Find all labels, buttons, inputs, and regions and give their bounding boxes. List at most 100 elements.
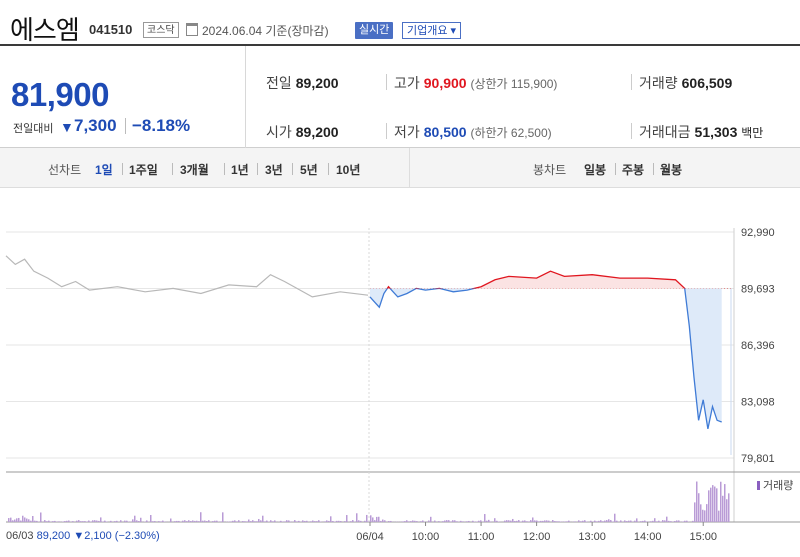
tab-candle-weekly[interactable]: 주봉 [622,163,645,177]
volume-bar [264,521,266,522]
y-tick-label: 79,801 [741,453,775,465]
quote-panel: 81,900 전일대비 ▼ 7,300 −8.18% 전일 89,200 고가 90… [0,44,800,148]
chart-tabs: 선차트 1일 1주일 3개월 1년 3년 5년 10년 봉차트 일봉 주봉 월봉 [0,148,800,188]
volume-bar [190,521,192,522]
volume-bar [158,521,160,522]
tab-period-3y[interactable]: 3년 [265,163,283,177]
open-value: 89,200 [295,124,339,140]
volume-bar [88,520,90,522]
volume-bar [146,520,148,522]
volume-bar [716,488,718,522]
volume-bar [720,481,722,522]
volume-bar [478,520,480,522]
volume-bar [522,520,524,522]
volume-bar [504,520,506,522]
volume-bar [568,520,570,522]
tab-period-10y[interactable]: 10년 [336,163,361,177]
volume-bar [266,520,268,522]
volume-bar [290,521,292,522]
volume-bar [256,521,258,522]
volume-bar [124,520,126,522]
y-axis: 92,990 89,693 86,396 83,098 79,801 [741,227,775,465]
volume-bar [608,519,610,522]
volume-bar [650,521,652,522]
volume-bar [44,520,46,522]
tab-period-1w[interactable]: 1주일 [129,163,158,177]
volume-bar [314,521,316,522]
volume-bar [328,520,330,522]
volume-legend-label: 거래량 [763,479,793,492]
volume-bar [548,520,550,522]
volume-bar [710,487,712,522]
volume-bar [388,521,390,522]
x-axis: 06/04 10:00 11:00 12:00 13:00 14:00 15:00 [356,522,717,543]
volume-bar [238,520,240,522]
volume-bar [538,521,540,522]
change-value: 7,300 [74,116,117,135]
volume-bar [566,521,568,522]
date-text: 2024.06.04 기준(장마감) [202,24,329,38]
volume-bar [206,520,208,522]
volume-bar [712,485,714,522]
volume-bar [14,519,16,522]
divider [328,163,329,175]
volume-bar [444,520,446,522]
volume-bar [96,520,98,522]
volume-bar [722,495,724,522]
tab-period-1d[interactable]: 1일 [95,163,113,177]
company-overview-dropdown[interactable]: 기업개요 ▾ [402,22,462,39]
divider [615,163,616,175]
volume-bar [220,521,222,522]
volume-bar [556,521,558,522]
volume-bar [450,521,452,522]
volume-bar [110,520,112,522]
volume-bar [64,521,66,522]
volume-bar [170,518,172,522]
series-prev-day-line [5,255,369,298]
high-cell: 고가 90,900 (상한가 115,900) [394,73,557,93]
volume-bar [72,521,74,522]
tab-period-5y[interactable]: 5년 [300,163,318,177]
price-chart[interactable]: 92,990 89,693 86,396 83,098 79,801 06/04 10:0… [0,190,800,557]
volume-bar [244,521,246,522]
volume-bar [726,499,728,522]
volume-bar [324,521,326,522]
realtime-button[interactable]: 실시간 [355,22,394,39]
volume-bar [368,521,370,522]
volume-bar [40,512,42,522]
volume-bar [530,520,532,522]
tab-period-1y[interactable]: 1년 [231,163,249,177]
volume-bar [590,520,592,522]
volume-bar [574,521,576,522]
volume-bar [518,520,520,522]
divider [122,163,123,175]
volume-bar [106,521,108,522]
volume-legend-icon [757,481,760,490]
volume-bar [714,486,716,522]
volume-bar [676,520,678,522]
line-chart-label: 선차트 [48,163,82,177]
tab-candle-monthly[interactable]: 월봉 [660,163,683,177]
volume-bar [288,520,290,522]
volume-bar [98,520,100,522]
prev-day-price: 89,200 [36,530,71,542]
volume-bar [382,519,384,522]
low-cell: 저가 80,500 (하한가 62,500) [394,122,552,142]
volume-bar [262,515,264,522]
volume-bar [336,520,338,522]
amount-cell: 거래대금 51,303 백만 [639,122,763,142]
volume-bar [604,520,606,522]
volume-bar [666,516,668,522]
tab-period-3m[interactable]: 3개월 [180,163,209,177]
prev-day-info: 06/03 89,200 ▼2,100 (−2.30%) [6,530,160,542]
tab-candle-daily[interactable]: 일봉 [584,163,607,177]
volume-bar [616,520,618,522]
volume-bar [176,520,178,522]
volume-bar [414,520,416,522]
volume-bar [92,520,94,522]
volume-bar [724,484,726,522]
volume-bar [372,517,374,522]
volume-bar [428,520,430,522]
volume-bar [86,521,88,522]
volume-bar [654,518,656,522]
